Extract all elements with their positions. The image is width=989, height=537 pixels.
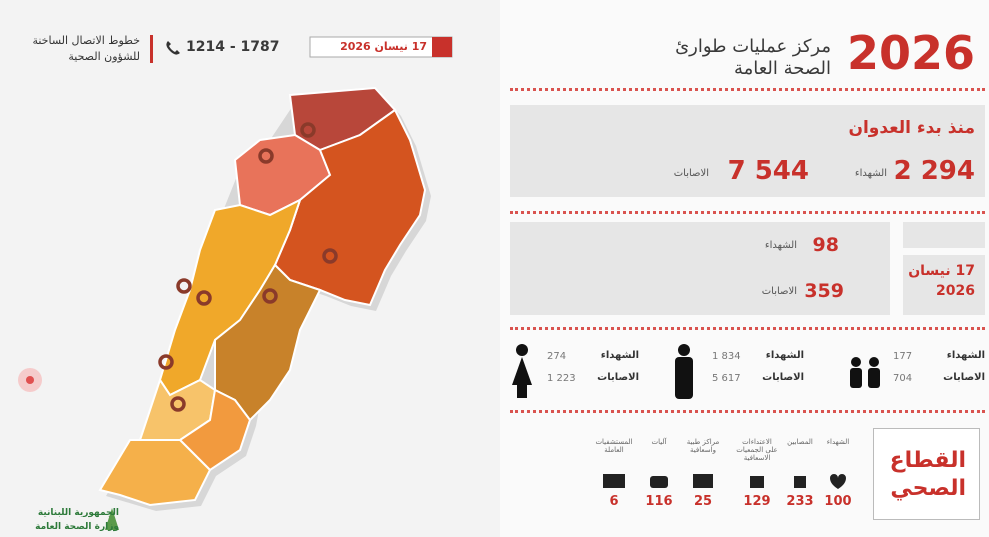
health-icons <box>603 474 846 489</box>
phone-icon <box>166 41 180 55</box>
sector-box <box>873 428 980 520</box>
sector-item-label: المستشفيات العاملة <box>595 438 633 454</box>
logo-text: الجمهورية اللبنانية <box>37 508 119 518</box>
demo-killed-label: الشهداء <box>946 350 985 361</box>
sector-item-value: 6 <box>609 494 619 509</box>
demo-killed: 274 <box>547 351 567 362</box>
demo-killed: 177 <box>893 351 913 362</box>
demo-killed-label: الشهداء <box>600 350 639 361</box>
marker <box>322 248 338 264</box>
year: 2026 <box>846 26 975 80</box>
demo-injured: 5 617 <box>712 373 741 384</box>
since-box <box>510 105 985 197</box>
sector-item-label: الاعتداءات على الجمعيات الاسعافية <box>736 438 778 462</box>
separator <box>150 35 153 63</box>
children-icon <box>850 357 880 388</box>
since-injured-label: الاصابات <box>673 168 709 179</box>
sector-item-label: المصابين <box>787 438 813 446</box>
marker <box>158 354 174 370</box>
region-bekaa <box>214 263 322 422</box>
daily-killed: 98 <box>812 234 839 256</box>
demo-killed-label: الشهداء <box>765 350 804 361</box>
sector-item-label: آليات <box>651 438 667 446</box>
hotline: 1214 - 1787 <box>186 39 280 55</box>
marker <box>258 148 274 164</box>
date: 17 نيسان 2026 <box>340 40 427 53</box>
daily-killed-label: الشهداء <box>764 240 797 251</box>
logo-text: وزارة الصحة العامة <box>35 522 119 532</box>
divider <box>510 327 985 330</box>
marker <box>300 122 316 138</box>
calendar-icon <box>432 37 452 57</box>
demo-injured-label: الاصابات <box>597 372 639 383</box>
woman-icon <box>512 344 532 398</box>
daily-date: 2026 <box>936 283 975 299</box>
sector-item-value: 100 <box>824 494 852 509</box>
marker <box>262 288 278 304</box>
sector-item-value: 116 <box>645 494 673 509</box>
sector-item-value: 233 <box>786 494 814 509</box>
since-killed-label: الشهداء <box>854 168 887 179</box>
divider <box>510 410 985 413</box>
sector-title: القطاع <box>889 448 966 473</box>
demo-injured-label: الاصابات <box>943 372 985 383</box>
region-tyre <box>98 439 212 507</box>
since-injured: 7 544 <box>727 156 809 186</box>
daily-injured: 359 <box>804 280 844 302</box>
marker <box>196 290 212 306</box>
date-tab <box>903 222 985 248</box>
pulse-dot <box>26 376 34 384</box>
since-title: منذ بدء العدوان <box>848 118 975 138</box>
hotline-label: خطوط الاتصال الساخنة <box>32 34 140 47</box>
marker <box>176 278 192 294</box>
logo <box>105 508 119 530</box>
sector-item-value: 129 <box>743 494 771 509</box>
divider <box>510 88 985 91</box>
daily-box <box>510 222 890 315</box>
demo-injured: 1 223 <box>547 373 576 384</box>
sector-item-label: مراكز طبية واسعافية <box>686 438 720 454</box>
daily-date: 17 نيسان <box>908 263 975 279</box>
title: الصحة العامة <box>733 58 831 79</box>
title: مركز عمليات طوارئ <box>675 36 831 57</box>
map-markers <box>158 122 338 412</box>
demo-injured: 704 <box>893 373 913 384</box>
marker <box>170 396 186 412</box>
daily-date-box <box>903 255 985 315</box>
region-nabatieh <box>178 388 252 472</box>
daily-injured-label: الاصابات <box>761 286 797 297</box>
man-icon <box>675 344 693 399</box>
sector-item-value: 25 <box>693 494 713 509</box>
sector-title: الصحي <box>890 476 966 501</box>
divider <box>510 211 985 214</box>
sector-item-label: الشهداء <box>826 438 850 446</box>
hotline-label: للشؤون الصحية <box>68 50 140 63</box>
since-killed: 2 294 <box>893 156 975 186</box>
demo-killed: 1 834 <box>712 351 741 362</box>
demo-injured-label: الاصابات <box>762 372 804 383</box>
